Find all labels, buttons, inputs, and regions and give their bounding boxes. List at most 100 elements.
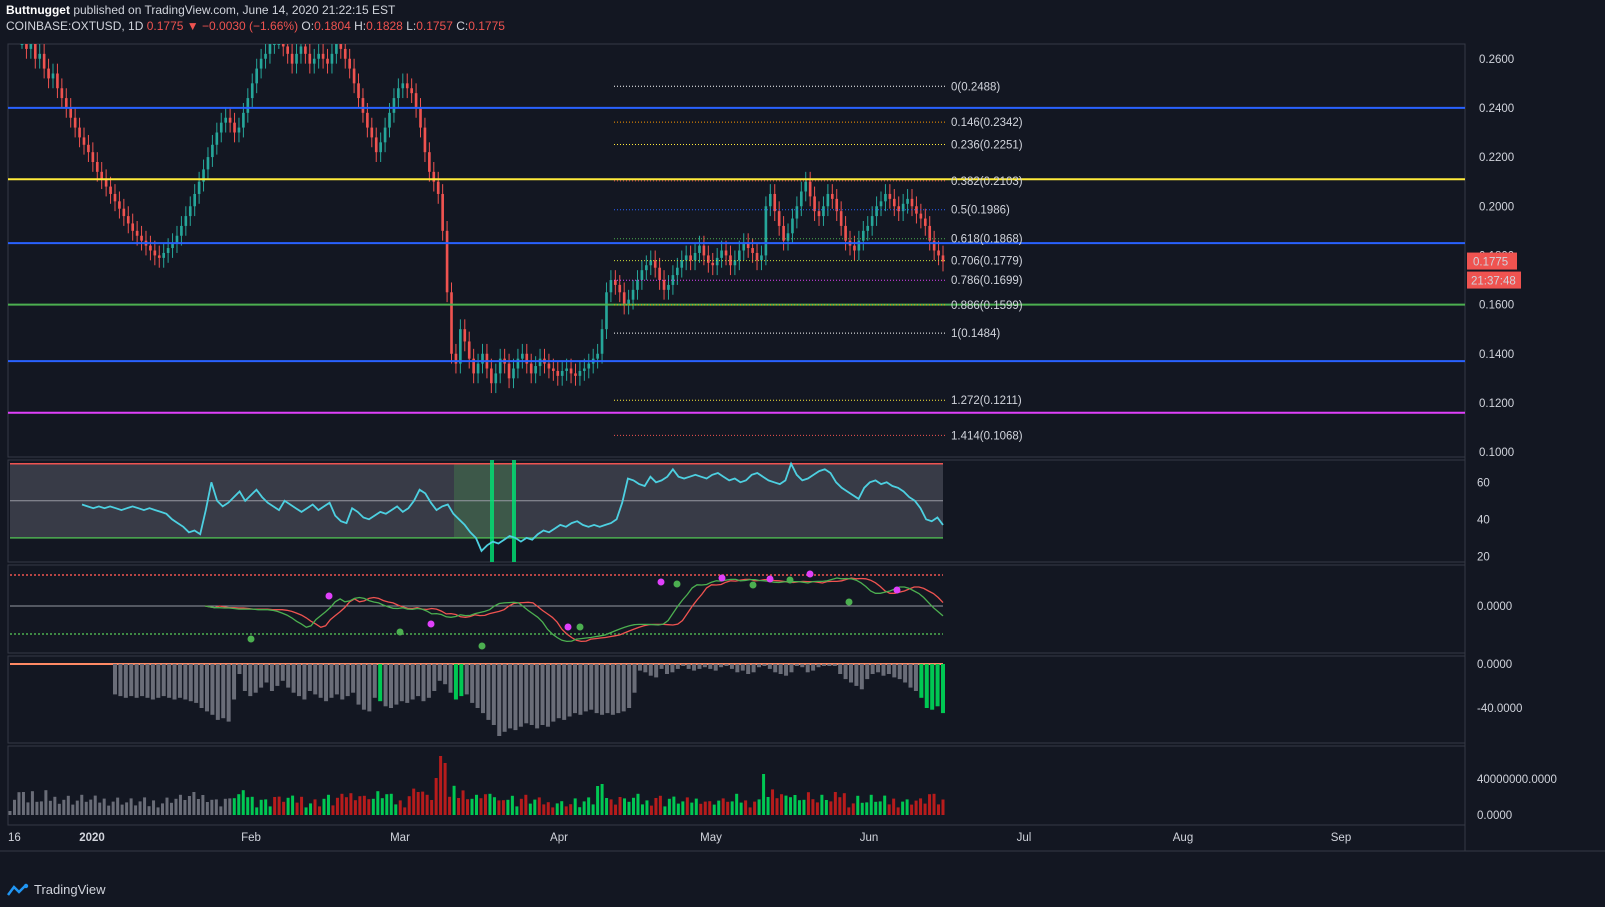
- candle-body: [512, 368, 515, 379]
- histogram-bar: [194, 664, 199, 703]
- histogram-bar: [637, 664, 642, 671]
- volume-bar: [573, 798, 577, 815]
- candle-body: [777, 211, 781, 226]
- candle-body: [671, 275, 675, 285]
- histogram-bar: [232, 664, 237, 700]
- candle-body: [286, 46, 289, 54]
- candle-body: [348, 58, 351, 69]
- last-price-badge: 0.1775: [1473, 257, 1508, 269]
- volume-bar: [273, 797, 277, 815]
- histogram-bar: [291, 664, 296, 693]
- candle-body: [304, 46, 307, 54]
- histogram-bar: [405, 664, 410, 703]
- candle-body: [290, 53, 294, 64]
- candle-body: [813, 196, 816, 212]
- volume-bar: [636, 793, 640, 815]
- volume-bar: [676, 803, 680, 815]
- volume-tick-label: 0.0000: [1477, 810, 1512, 822]
- volume-bar: [380, 798, 384, 815]
- volume-bar: [578, 807, 582, 815]
- candle-body: [472, 358, 475, 374]
- candle-body: [38, 53, 42, 59]
- candle-body: [392, 98, 396, 113]
- candle-body: [839, 211, 843, 226]
- histogram-bar: [367, 664, 372, 712]
- histogram-bar: [134, 664, 139, 698]
- volume-bar: [282, 801, 286, 815]
- histogram-bar: [648, 664, 653, 676]
- candle-body: [680, 260, 684, 268]
- histogram-bar: [632, 664, 637, 693]
- histogram-bar: [583, 664, 588, 712]
- author-name[interactable]: Buttnugget: [6, 3, 70, 17]
- histogram-bar: [410, 664, 415, 700]
- histogram-bar: [329, 664, 334, 698]
- momentum-cross-dot: [893, 586, 901, 594]
- histogram-bar: [913, 664, 918, 691]
- candle-body: [892, 198, 896, 207]
- brand-footer[interactable]: TradingView: [6, 882, 106, 897]
- candle-body: [250, 83, 254, 99]
- histogram-bar: [740, 664, 745, 671]
- volume-bar: [367, 799, 371, 815]
- candle-body: [937, 250, 940, 256]
- candle-body: [82, 137, 86, 145]
- histogram-bar: [757, 664, 761, 668]
- volume-bar: [600, 784, 604, 815]
- time-tick-label: Sep: [1331, 832, 1351, 844]
- volume-bar: [457, 798, 461, 815]
- candle-body: [188, 206, 192, 217]
- price-tick-label: 0.1000: [1479, 447, 1514, 459]
- volume-bar: [910, 804, 914, 815]
- rsi-signal-bar: [490, 460, 494, 562]
- volume-bar: [223, 798, 227, 815]
- histogram-bar: [708, 664, 713, 669]
- candle-body: [379, 142, 382, 153]
- histogram-bar: [903, 664, 908, 683]
- candle-body: [702, 245, 706, 256]
- candle-body: [224, 117, 228, 123]
- publish-info: published on TradingView.com, June 14, 2…: [73, 3, 396, 17]
- volume-bar: [421, 791, 425, 815]
- volume-bar: [161, 803, 165, 815]
- volume-bar: [129, 798, 133, 815]
- price-tick-label: 0.2600: [1479, 54, 1514, 66]
- price-tick-label: 0.2400: [1479, 103, 1514, 115]
- histogram-bar: [610, 664, 615, 715]
- volume-bar: [685, 797, 689, 815]
- candle-body: [335, 44, 338, 54]
- candle-body: [60, 88, 64, 99]
- candle-body: [95, 162, 99, 172]
- volume-bar: [690, 802, 694, 815]
- volume-bar: [17, 792, 21, 815]
- candle-body: [751, 248, 754, 253]
- volume-bar: [259, 799, 263, 815]
- volume-bar: [721, 798, 725, 815]
- candle-body: [569, 368, 573, 374]
- candle-body: [870, 216, 874, 226]
- volume-bar: [53, 796, 57, 815]
- candle-body: [698, 245, 701, 253]
- candle-body: [516, 358, 520, 369]
- histogram-bar: [919, 664, 924, 698]
- volume-bar: [928, 794, 932, 815]
- volume-bar: [196, 799, 200, 815]
- candle-body: [578, 370, 582, 376]
- volume-bar: [430, 800, 434, 815]
- volume-bar: [587, 797, 591, 815]
- candle-body: [450, 292, 453, 354]
- volume-bar: [551, 807, 555, 815]
- high-value: 0.1828: [366, 19, 403, 33]
- histogram-bar: [832, 664, 837, 666]
- histogram-bar: [692, 664, 697, 671]
- symbol-label[interactable]: COINBASE:OXTUSD, 1D: [6, 19, 144, 33]
- candle-body: [428, 152, 431, 172]
- time-tick-label: Jun: [860, 832, 879, 844]
- histogram-bar: [908, 664, 913, 688]
- volume-bar: [143, 797, 147, 815]
- candle-body: [397, 88, 400, 99]
- volume-bar: [8, 811, 12, 815]
- fib-level-label: 0.5(0.1986): [951, 205, 1010, 217]
- candle-body: [228, 117, 232, 123]
